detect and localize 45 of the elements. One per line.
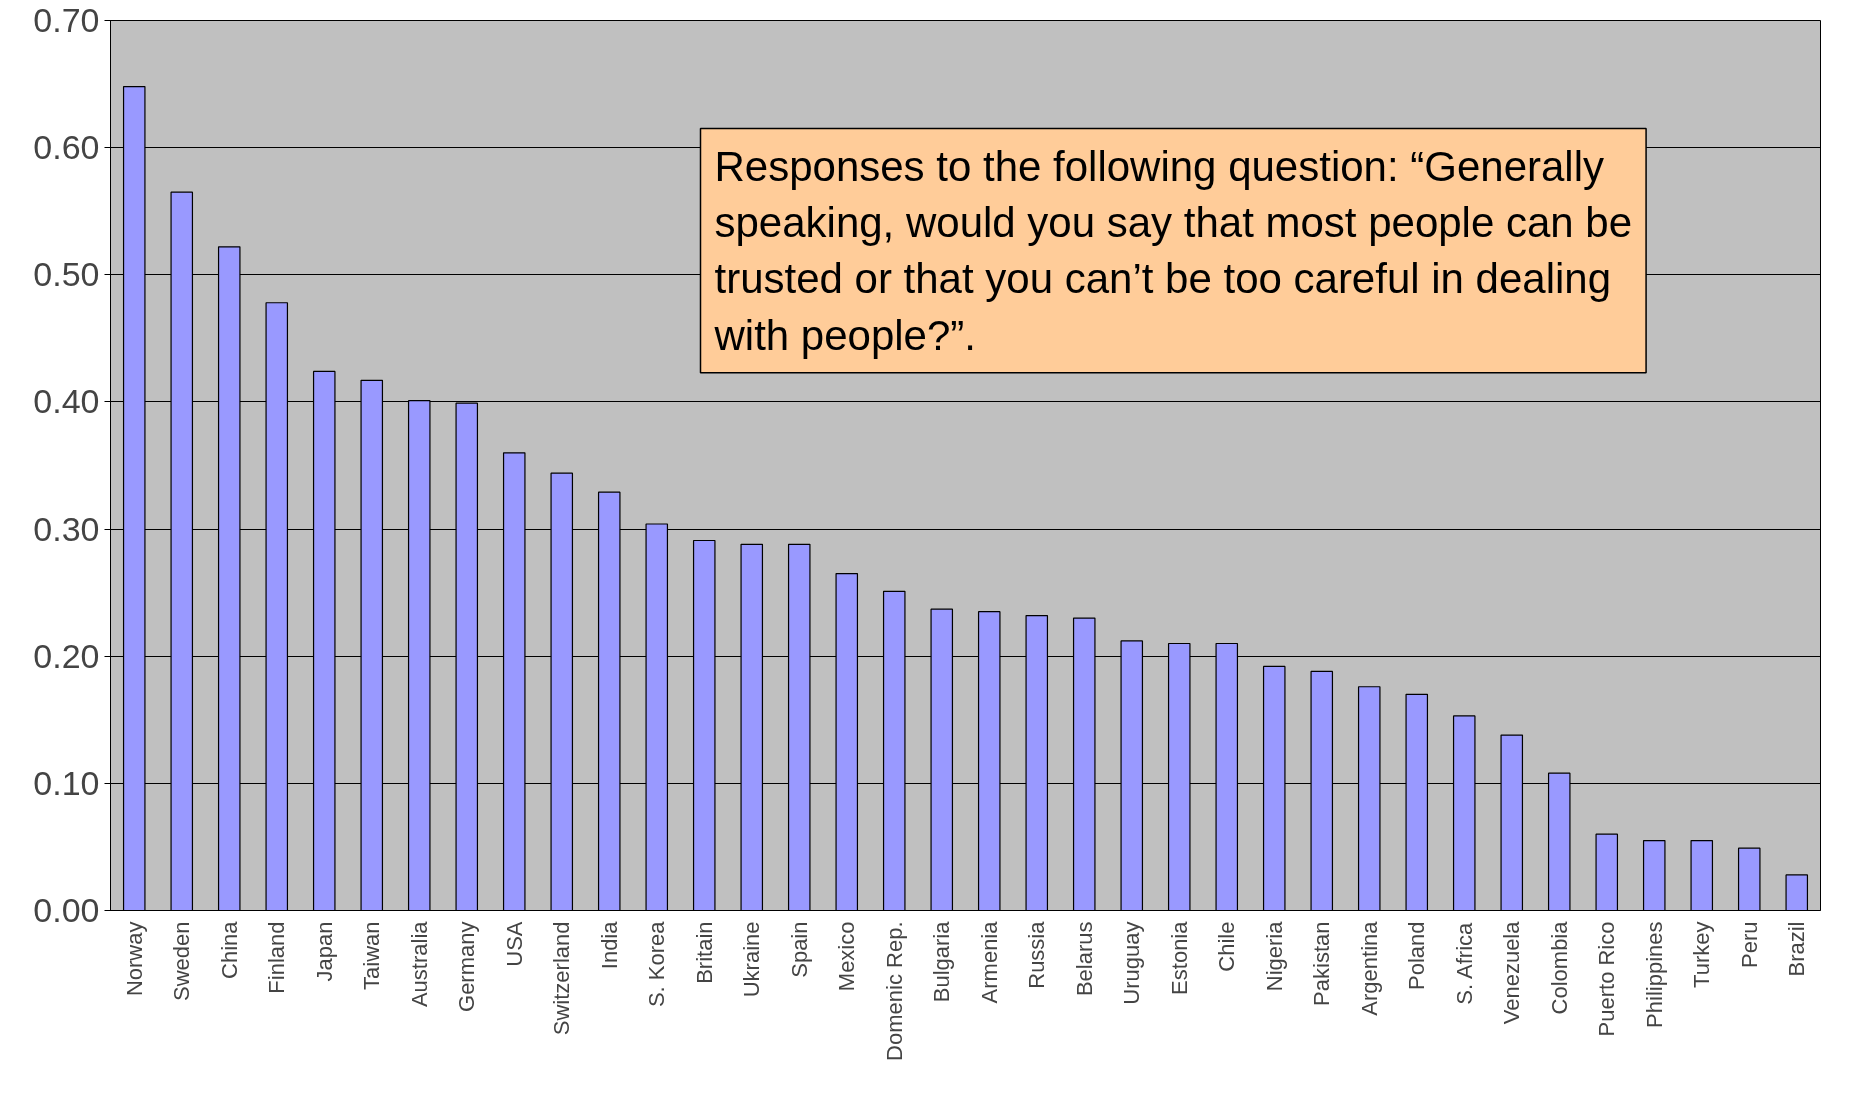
- x-tick-label: Belarus: [1071, 921, 1097, 997]
- x-tick-label: Taiwan: [359, 921, 385, 990]
- x-tick-label: Argentina: [1356, 920, 1382, 1016]
- x-tick-label: Estonia: [1166, 920, 1192, 995]
- x-tick-label: Brazil: [1784, 921, 1810, 977]
- annotation: Responses to the following question: “Generally speaking, would you say that most people can be trusted or that you can’t be too careful in dealing with people?”.: [713, 142, 1633, 359]
- y-tick-label: 0.50: [33, 255, 100, 294]
- y-tick-label: 0.30: [33, 509, 100, 548]
- y-tick-label: 0.00: [33, 891, 100, 929]
- x-tick-label: China: [216, 920, 242, 979]
- x-tick-label: Mexico: [834, 921, 860, 992]
- x-tick-label: S. Korea: [644, 920, 670, 1008]
- x-tick-label: Philippines: [1641, 921, 1667, 1028]
- x-tick-label: S. Africa: [1451, 921, 1477, 1005]
- y-tick-label: 0.20: [33, 636, 100, 675]
- x-tick-label: Venezuela: [1499, 920, 1525, 1025]
- x-tick-label: Sweden: [169, 921, 195, 1001]
- x-tick-label: Bulgaria: [929, 920, 955, 1003]
- x-tick-label: Japan: [311, 921, 337, 982]
- x-tick-label: Puerto Rico: [1594, 921, 1620, 1037]
- y-tick-label: 0.40: [33, 382, 100, 421]
- y-tick-label: 0.60: [33, 128, 100, 167]
- x-tick-label: USA: [501, 921, 527, 967]
- x-tick-label: Spain: [786, 921, 812, 978]
- x-tick-label: Ukraine: [739, 921, 765, 998]
- x-tick-label: Turkey: [1689, 921, 1715, 988]
- x-tick-label: Peru: [1736, 921, 1762, 968]
- y-tick-label: 0.10: [33, 763, 100, 802]
- x-tick-label: Colombia: [1546, 920, 1572, 1015]
- x-tick-label: Germany: [454, 921, 480, 1012]
- x-tick-label: Poland: [1404, 921, 1430, 990]
- x-tick-label: Armenia: [976, 920, 1002, 1004]
- x-tick-label: Uruguay: [1119, 921, 1145, 1005]
- x-tick-label: Australia: [406, 920, 432, 1008]
- x-tick-label: Nigeria: [1261, 920, 1287, 992]
- x-tick-label: India: [596, 920, 622, 970]
- x-tick-label: Britain: [691, 921, 717, 984]
- x-tick-label: Pakistan: [1309, 921, 1335, 1006]
- x-tick-label: Switzerland: [549, 921, 575, 1036]
- x-tick-label: Norway: [121, 921, 147, 997]
- x-tick-label: Russia: [1024, 920, 1050, 989]
- x-tick-label: Domenic Rep.: [881, 921, 907, 1061]
- y-tick-label: 0.70: [33, 1, 100, 39]
- x-tick-label: Chile: [1214, 921, 1240, 972]
- x-tick-label: Finland: [264, 921, 290, 994]
